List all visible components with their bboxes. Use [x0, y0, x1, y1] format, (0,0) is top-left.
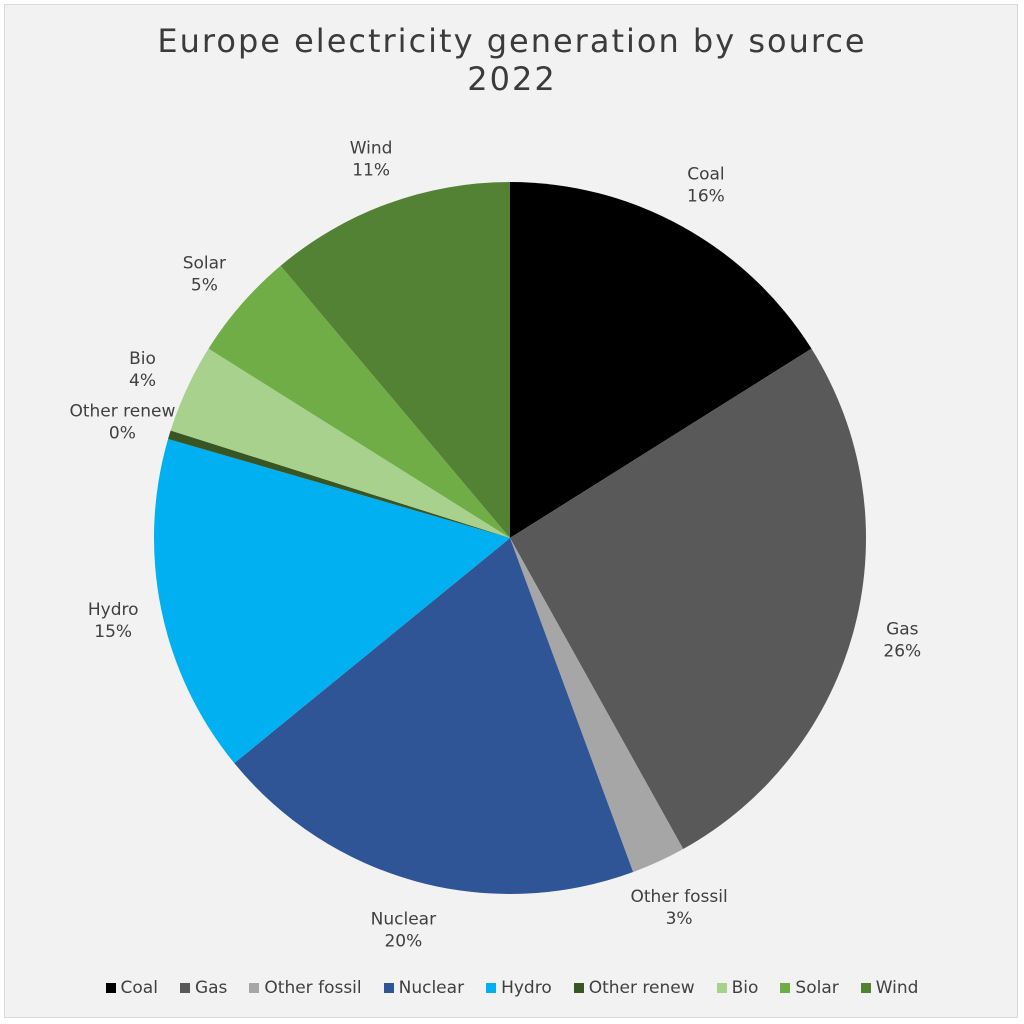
pie-slice-coal [510, 182, 812, 538]
legend-swatch [105, 983, 116, 993]
legend-label: Solar [795, 978, 839, 998]
chart-title: Europe electricity generation by source … [0, 22, 1024, 98]
legend-item-nuclear: Nuclear [383, 978, 465, 998]
legend-swatch [249, 983, 260, 993]
legend-label: Other renew [588, 978, 695, 998]
legend-item-hydro: Hydro [486, 978, 552, 998]
legend-swatch [573, 983, 584, 993]
legend-item-other-renew: Other renew [573, 978, 695, 998]
legend-label: Bio [731, 978, 759, 998]
chart-legend: Coal Gas Other fossil Nuclear Hydro Other ren… [0, 978, 1024, 998]
legend-item-wind: Wind [860, 978, 919, 998]
pie-slice-other-fossil [510, 538, 684, 873]
legend-item-solar: Solar [780, 978, 839, 998]
legend-label: Gas [194, 978, 228, 998]
legend-item-other-fossil: Other fossil [249, 978, 362, 998]
pie-slice-hydro [153, 438, 510, 764]
data-label-other-fossil: Other fossil 3% [630, 887, 727, 929]
legend-swatch [486, 983, 497, 993]
pie-slice-gas [510, 348, 866, 850]
data-label-bio: Bio 4% [129, 349, 156, 391]
legend-swatch [716, 983, 727, 993]
data-label-nuclear: Nuclear 20% [371, 910, 436, 952]
data-label-wind: Wind 11% [350, 139, 393, 181]
pie-slice-other-renew [168, 430, 511, 538]
pie-slice-wind [280, 182, 510, 538]
legend-label: Hydro [501, 978, 552, 998]
pie-slice-bio [170, 348, 511, 538]
legend-item-coal: Coal [105, 978, 158, 998]
chart-title-line-1: Europe electricity generation by source [157, 22, 867, 60]
legend-item-gas: Gas [179, 978, 228, 998]
data-label-coal: Coal 16% [687, 165, 725, 207]
chart-title-line-2: 2022 [467, 60, 557, 98]
legend-label: Other fossil [264, 978, 362, 998]
legend-swatch [780, 983, 791, 993]
legend-swatch [179, 983, 190, 993]
pie-slice-nuclear [234, 538, 634, 894]
legend-swatch [383, 983, 394, 993]
legend-label: Coal [120, 978, 158, 998]
pie-slice-solar [208, 265, 510, 538]
data-label-hydro: Hydro 15% [88, 600, 139, 642]
legend-label: Nuclear [398, 978, 465, 998]
data-label-other-renew: Other renew 0% [69, 402, 175, 444]
data-label-solar: Solar 5% [183, 253, 226, 295]
legend-label: Wind [875, 978, 919, 998]
data-label-gas: Gas 26% [883, 620, 921, 662]
legend-swatch [860, 983, 871, 993]
legend-item-bio: Bio [716, 978, 759, 998]
